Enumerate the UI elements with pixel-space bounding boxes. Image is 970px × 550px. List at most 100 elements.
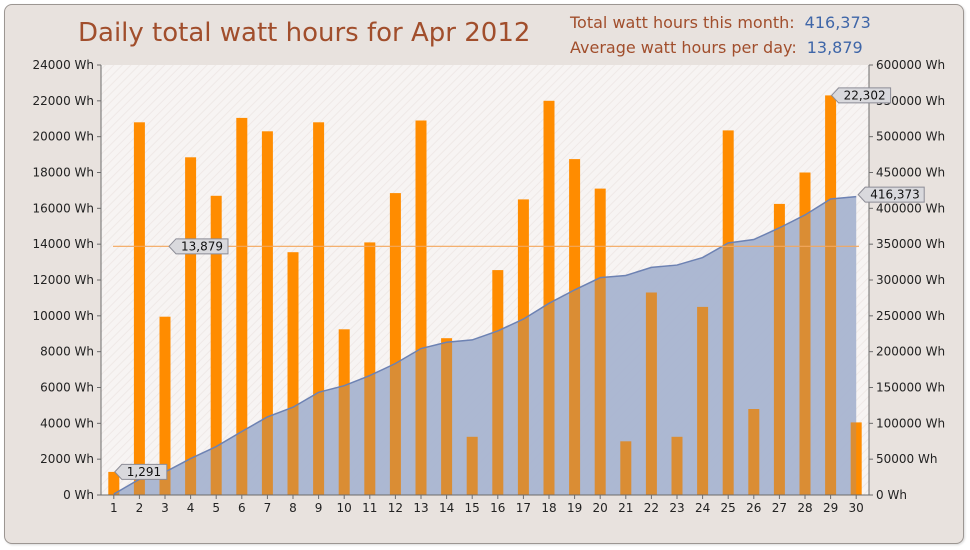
cumulative-line [113,195,857,495]
bar-day-18 [543,100,555,496]
right-tick-label: 250000 Wh [876,309,945,323]
callout-daily-day-1: 1,291 [114,463,168,480]
right-tick-label: 600000 Wh [876,58,945,72]
x-tick-label: 14 [439,501,454,515]
bar-day-5 [210,195,222,496]
left-tick-label: 14000 Wh [33,237,94,251]
x-tick-label: 27 [772,501,787,515]
bar-day-20 [594,188,606,495]
bar-day-4 [185,157,197,496]
left-tick-label: 22000 Wh [33,94,94,108]
left-tick-label: 18000 Wh [33,166,94,180]
callout-average-day-3-text: 13,879 [181,239,223,253]
x-tick-label: 8 [289,501,297,515]
bar-day-24 [697,306,709,495]
left-tick-label: 2000 Wh [40,452,94,466]
callout-daily-day-1-box [114,463,168,480]
bar-day-3 [159,316,171,495]
bar-day-7 [261,131,273,496]
bar-day-27 [773,203,785,495]
right-tick-label: 400000 Wh [876,201,945,215]
x-tick-label: 22 [644,501,659,515]
average-label: Average watt hours per day: [570,38,797,57]
bar-day-8 [287,252,299,495]
x-tick-label: 4 [187,501,195,515]
right-tick-label: 350000 Wh [876,237,945,251]
left-tick-label: 4000 Wh [40,416,94,430]
bar-day-17 [517,199,529,495]
bar-day-9 [313,122,325,496]
x-tick-label: 7 [264,501,272,515]
x-tick-label: 25 [721,501,736,515]
bar-day-22 [645,292,657,495]
left-tick-label: 24000 Wh [33,58,94,72]
x-tick-label: 13 [413,501,428,515]
bar-day-16 [492,270,504,495]
left-tick-label: 8000 Wh [40,345,94,359]
x-tick-label: 29 [823,501,838,515]
right-tick-label: 500000 Wh [876,130,945,144]
callout-daily-day-29: 22,302 [830,87,892,104]
right-tick-label: 450000 Wh [876,166,945,180]
left-tick-label: 10000 Wh [33,309,94,323]
average-value: 13,879 [806,38,863,57]
bar-day-10 [338,329,350,495]
callout-average-day-3: 13,879 [168,238,229,255]
bar-day-30 [850,422,862,495]
cumulative-area [113,196,857,495]
right-tick-label: 550000 Wh [876,94,945,108]
bar-day-14 [441,338,453,495]
callout-cumulative-day-30-box [857,186,925,203]
x-tick-label: 6 [238,501,246,515]
right-tick-label: 300000 Wh [876,273,945,287]
bar-day-25 [722,130,734,495]
x-tick-label: 12 [388,501,403,515]
bar-day-19 [569,159,581,495]
callout-daily-day-29-text: 22,302 [844,88,886,102]
left-tick-label: 20000 Wh [33,130,94,144]
left-tick-label: 0 Wh [63,488,94,502]
bar-day-11 [364,242,376,495]
x-tick-label: 20 [593,501,608,515]
x-tick-label: 30 [849,501,864,515]
bar-day-26 [748,409,760,495]
bar-day-6 [236,117,248,496]
total-value: 416,373 [804,13,871,32]
right-tick-label: 100000 Wh [876,416,945,430]
x-tick-label: 15 [465,501,480,515]
callout-daily-day-1-text: 1,291 [127,465,161,479]
chart-title: Daily total watt hours for Apr 2012 [78,18,531,48]
callout-average-day-3-box [168,238,229,255]
x-tick-label: 19 [567,501,582,515]
bar-day-2 [133,122,145,496]
x-tick-label: 11 [362,501,377,515]
callout-cumulative-day-30: 416,373 [857,186,925,203]
bar-day-1 [108,471,120,495]
x-tick-label: 28 [797,501,812,515]
callout-daily-day-29-box [830,87,892,104]
x-tick-label: 1 [110,501,118,515]
cumulative-area-overlay [113,196,857,495]
bar-day-12 [389,193,401,495]
right-tick-label: 50000 Wh [876,452,937,466]
callout-cumulative-day-30-text: 416,373 [870,188,920,202]
x-tick-label: 9 [315,501,323,515]
average-watt-hours-stat: Average watt hours per day: 13,879 [570,38,863,57]
x-tick-label: 23 [669,501,684,515]
bar-day-29 [825,95,837,496]
bar-day-28 [799,172,811,495]
x-tick-label: 10 [337,501,352,515]
left-tick-label: 6000 Wh [40,381,94,395]
bar-day-15 [466,436,478,495]
left-tick-label: 16000 Wh [33,201,94,215]
right-tick-label: 0 Wh [876,488,907,502]
left-tick-label: 12000 Wh [33,273,94,287]
bar-day-21 [620,441,632,496]
total-label: Total watt hours this month: [570,13,795,32]
x-tick-label: 2 [136,501,144,515]
x-tick-label: 18 [541,501,556,515]
x-tick-label: 17 [516,501,531,515]
x-tick-label: 5 [212,501,220,515]
x-tick-label: 24 [695,501,710,515]
